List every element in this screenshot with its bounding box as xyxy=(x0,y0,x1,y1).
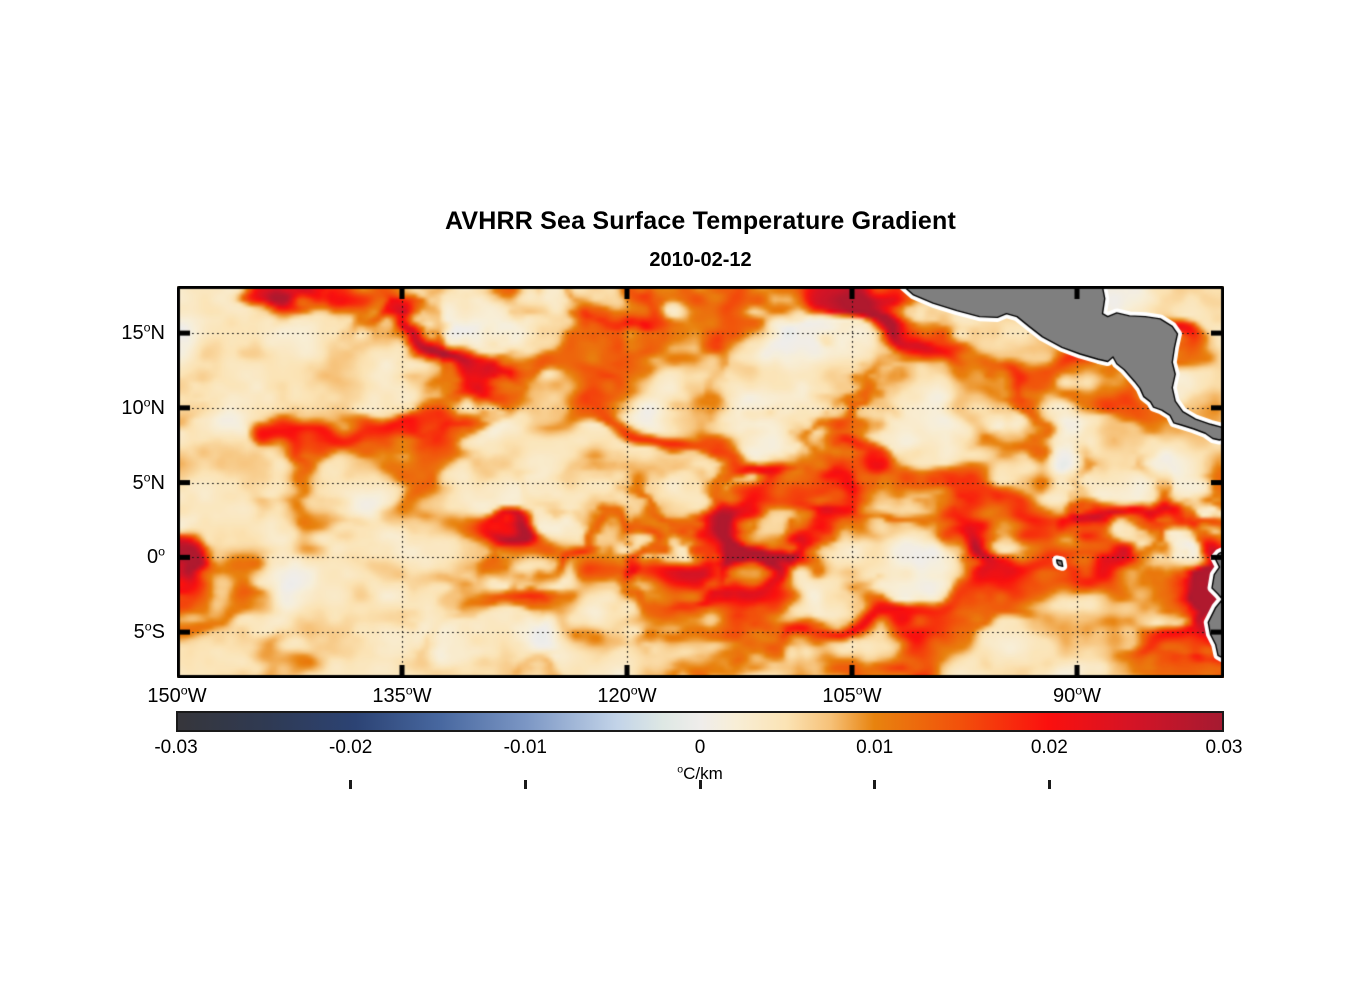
colorbar-tick-label: 0.02 xyxy=(1030,737,1068,758)
x-tick-label: 90oW xyxy=(1052,683,1102,707)
colorbar-tick xyxy=(523,780,527,789)
colorbar-tick xyxy=(698,780,702,789)
colorbar-tick-label: 0.03 xyxy=(1205,737,1243,758)
y-tick-label: 5oS xyxy=(133,619,165,644)
degree-sup: o xyxy=(144,619,152,634)
colorbar-tick xyxy=(873,780,877,789)
y-tick-label: 0o xyxy=(146,544,165,569)
degree-sup: o xyxy=(158,544,165,559)
x-tick-label: 105oW xyxy=(822,683,882,707)
degree-sup: o xyxy=(1075,683,1083,698)
map-canvas xyxy=(177,286,1224,678)
colorbar-gradient xyxy=(176,711,1224,732)
chart-subtitle: 2010-02-12 xyxy=(649,249,752,271)
colorbar: -0.03 -0.02 -0.01 0 0.01 0.02 0.03 oC/km xyxy=(154,711,1242,791)
colorbar-tick-label: 0 xyxy=(694,737,706,758)
y-tick-label: 10oN xyxy=(121,395,165,419)
colorbar-tick xyxy=(349,780,353,789)
degree-sup: o xyxy=(677,763,684,776)
x-tick-label: 135oW xyxy=(372,683,432,707)
colorbar-tick-label: -0.02 xyxy=(329,737,373,758)
degree-sup: o xyxy=(143,395,151,410)
degree-sup: o xyxy=(405,683,413,698)
colorbar-tick-label: -0.01 xyxy=(503,737,547,758)
degree-sup: o xyxy=(143,320,151,335)
degree-sup: o xyxy=(630,683,638,698)
degree-sup: o xyxy=(855,683,863,698)
chart-title: AVHRR Sea Surface Temperature Gradient xyxy=(445,207,956,235)
x-tick-label: 150oW xyxy=(147,683,207,707)
colorbar-tick-label: -0.03 xyxy=(154,737,198,758)
y-tick-label: 5oN xyxy=(132,469,165,494)
map-plot: 15oN 10oN 5oN 0o 5oS 150oW 135oW 120oW 105oW 90o… xyxy=(121,286,1224,707)
colorbar-unit-label: oC/km xyxy=(176,764,1224,784)
degree-sup: o xyxy=(143,469,151,484)
colorbar-tick xyxy=(1047,780,1051,789)
unit-text: C/km xyxy=(683,764,723,783)
x-tick-label: 120oW xyxy=(597,683,657,707)
y-tick-label: 15oN xyxy=(121,320,165,345)
colorbar-tick-label: 0.01 xyxy=(856,737,894,758)
degree-sup: o xyxy=(180,683,188,698)
